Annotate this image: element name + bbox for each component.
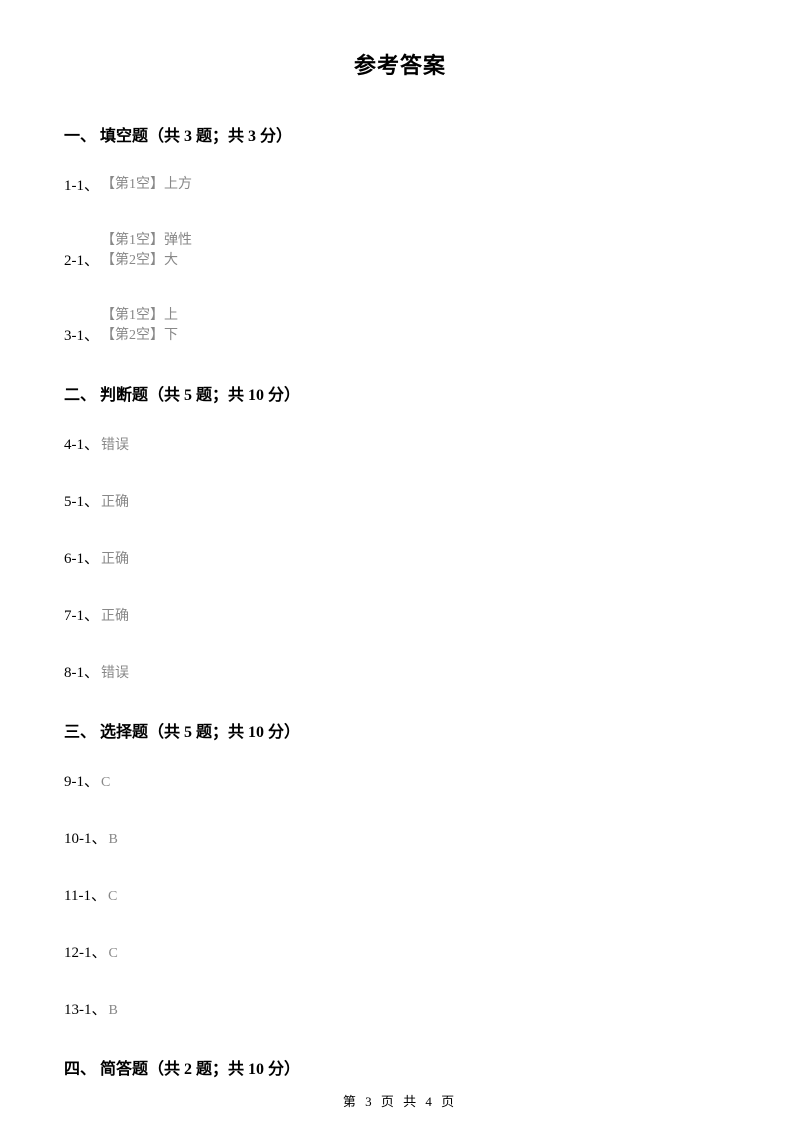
answer-value: C [101, 775, 110, 791]
section-3-title: 三、 选择题（共 5 题；共 10 分） [64, 718, 736, 742]
answer-11-1: 11-1、 C [64, 884, 736, 905]
answer-12-1: 12-1、 C [64, 941, 736, 962]
answer-8-1: 8-1、 错误 [64, 661, 736, 682]
answer-content: 【第1空】弹性 【第2空】大 [101, 231, 192, 270]
answer-label: 5-1、 [64, 490, 99, 511]
answer-value: B [109, 1003, 118, 1019]
answer-13-1: 13-1、 B [64, 998, 736, 1019]
answer-1-1: 1-1、 【第1空】上方 [64, 174, 736, 195]
answer-label: 1-1、 [64, 174, 99, 195]
answer-value: C [108, 889, 117, 905]
answer-10-1: 10-1、 B [64, 827, 736, 848]
answer-value: 错误 [101, 434, 129, 454]
answer-label: 6-1、 [64, 547, 99, 568]
answer-label: 8-1、 [64, 661, 99, 682]
document-page: 参考答案 一、 填空题（共 3 题；共 3 分） 1-1、 【第1空】上方 2-… [0, 0, 800, 1132]
answer-2-1: 2-1、 【第1空】弹性 【第2空】大 [64, 231, 736, 270]
answer-6-1: 6-1、 正确 [64, 547, 736, 568]
answer-line: 【第1空】上 [101, 306, 178, 326]
answer-label: 11-1、 [64, 884, 106, 905]
answer-label: 4-1、 [64, 433, 99, 454]
answer-label: 9-1、 [64, 770, 99, 791]
answer-4-1: 4-1、 错误 [64, 433, 736, 454]
section-1-title: 一、 填空题（共 3 题；共 3 分） [64, 122, 736, 146]
answer-label: 2-1、 [64, 249, 99, 270]
answer-value: 正确 [101, 491, 129, 511]
answer-label: 3-1、 [64, 324, 99, 345]
answer-label: 13-1、 [64, 998, 107, 1019]
answer-label: 12-1、 [64, 941, 107, 962]
section-4-title: 四、 简答题（共 2 题；共 10 分） [64, 1055, 736, 1079]
answer-value: 正确 [101, 548, 129, 568]
answer-9-1: 9-1、 C [64, 770, 736, 791]
page-title: 参考答案 [64, 48, 736, 80]
answer-label: 10-1、 [64, 827, 107, 848]
answer-7-1: 7-1、 正确 [64, 604, 736, 625]
answer-3-1: 3-1、 【第1空】上 【第2空】下 [64, 306, 736, 345]
answer-content: 【第1空】上方 [101, 175, 192, 195]
answer-line: 【第2空】下 [101, 326, 178, 346]
answer-value: C [109, 946, 118, 962]
answer-content: 【第1空】上 【第2空】下 [101, 306, 178, 345]
answer-label: 7-1、 [64, 604, 99, 625]
answer-value: B [109, 832, 118, 848]
section-2-title: 二、 判断题（共 5 题；共 10 分） [64, 381, 736, 405]
answer-value: 正确 [101, 605, 129, 625]
answer-line: 【第2空】大 [101, 251, 192, 271]
answer-value: 错误 [101, 662, 129, 682]
answer-line: 【第1空】上方 [101, 175, 192, 195]
answer-5-1: 5-1、 正确 [64, 490, 736, 511]
page-footer: 第 3 页 共 4 页 [0, 1091, 800, 1110]
answer-line: 【第1空】弹性 [101, 231, 192, 251]
